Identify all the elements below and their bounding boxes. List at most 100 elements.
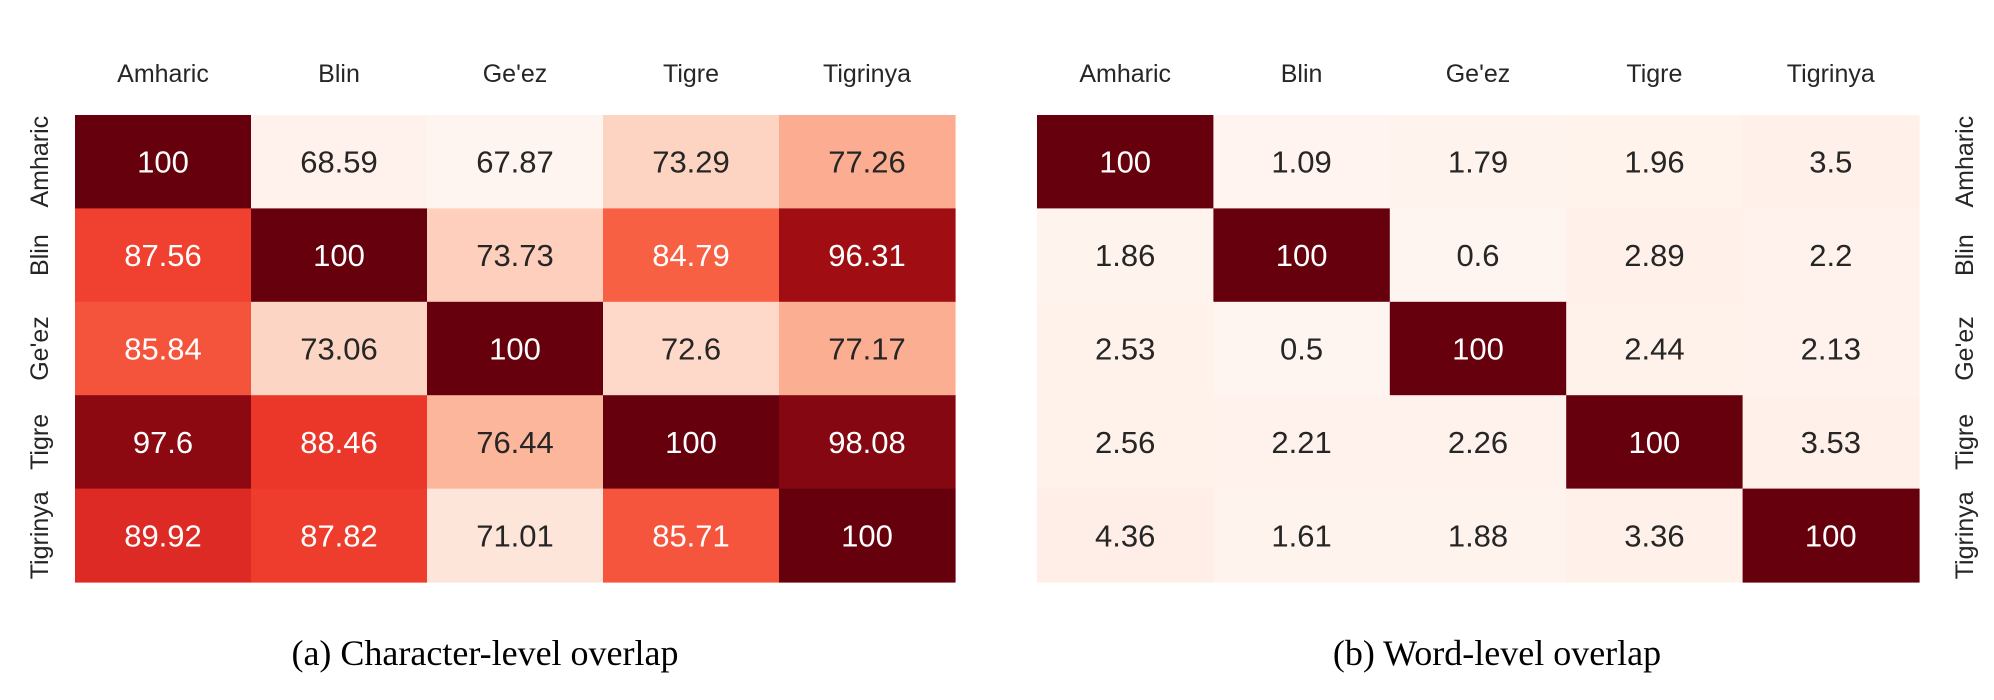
heatmap-cell-tigrinya-amharic bbox=[1037, 488, 1214, 583]
heatmap-cell-amharic-tigrinya bbox=[1742, 115, 1920, 209]
column-label-blin: Blin bbox=[1281, 60, 1323, 88]
cell-value-label: 87.56 bbox=[124, 238, 202, 273]
row-label-blin: Blin bbox=[1951, 234, 1979, 276]
heatmap-cell-tigre-tigre bbox=[1566, 395, 1744, 490]
heatmap-cell-tigre-amharic bbox=[75, 395, 252, 490]
cell-value-label: 73.73 bbox=[476, 238, 554, 273]
row-label-tigre: Tigre bbox=[1951, 414, 1979, 470]
heatmap-cell-tigrinya-tigre bbox=[1566, 488, 1744, 583]
heatmap-cell-amharic-blin bbox=[1213, 115, 1391, 209]
cell-value-label: 1.96 bbox=[1624, 145, 1684, 180]
heatmap-cell-tigrinya-tigre bbox=[603, 488, 780, 583]
heatmap-cell-amharic-tigre bbox=[603, 115, 780, 209]
heatmap-cell-amharic-amharic bbox=[1037, 115, 1214, 209]
cell-value-label: 97.6 bbox=[133, 425, 193, 460]
cell-value-label: 0.6 bbox=[1456, 238, 1499, 273]
heatmap-cell-tigrinya-tigrinya bbox=[779, 488, 956, 583]
cell-value-label: 2.21 bbox=[1271, 425, 1331, 460]
heatmap-cell-tigrinya-amharic bbox=[75, 488, 252, 583]
heatmap-cell-amharic-blin bbox=[251, 115, 428, 209]
heatmap-cell-ge-ez-tigrinya bbox=[1742, 301, 1920, 396]
row-label-tigrinya: Tigrinya bbox=[1951, 491, 1979, 579]
cell-value-label: 85.71 bbox=[652, 518, 730, 553]
row-label-ge-ez: Ge'ez bbox=[26, 316, 54, 381]
cell-value-label: 87.82 bbox=[300, 518, 378, 553]
heatmap-cell-ge-ez-tigrinya bbox=[779, 301, 956, 396]
heatmap-cell-tigre-blin bbox=[251, 395, 428, 490]
heatmap-cell-blin-tigrinya bbox=[779, 208, 956, 303]
heatmap-cell-ge-ez-ge-ez bbox=[1389, 301, 1567, 396]
row-label-ge-ez: Ge'ez bbox=[1951, 316, 1979, 381]
cell-value-label: 1.88 bbox=[1448, 518, 1508, 553]
row-label-amharic: Amharic bbox=[1951, 116, 1979, 208]
column-label-tigre: Tigre bbox=[1626, 60, 1682, 88]
heatmap-cell-tigrinya-blin bbox=[251, 488, 428, 583]
heatmap-cell-ge-ez-blin bbox=[1213, 301, 1391, 396]
cell-value-label: 71.01 bbox=[476, 518, 554, 553]
heatmap-cell-tigre-amharic bbox=[1037, 395, 1214, 490]
cell-value-label: 100 bbox=[841, 518, 893, 553]
row-label-amharic: Amharic bbox=[26, 116, 54, 208]
heatmap-cell-tigre-ge-ez bbox=[427, 395, 604, 490]
cell-value-label: 100 bbox=[313, 238, 365, 273]
heatmap-cell-tigrinya-ge-ez bbox=[427, 488, 604, 583]
cell-value-label: 2.26 bbox=[1448, 425, 1508, 460]
cell-value-label: 100 bbox=[665, 425, 717, 460]
cell-value-label: 1.61 bbox=[1271, 518, 1331, 553]
cell-value-label: 100 bbox=[1805, 518, 1857, 553]
cell-value-label: 67.87 bbox=[476, 145, 554, 180]
cell-value-label: 0.5 bbox=[1280, 332, 1323, 367]
cell-value-label: 84.79 bbox=[652, 238, 730, 273]
heatmap-cell-blin-tigre bbox=[1566, 208, 1744, 303]
heatmap-cell-tigre-tigrinya bbox=[1742, 395, 1920, 490]
heatmap-cell-tigrinya-tigrinya bbox=[1742, 488, 1920, 583]
heatmap-cell-blin-amharic bbox=[1037, 208, 1214, 303]
heatmap-cell-ge-ez-amharic bbox=[75, 301, 252, 396]
cell-value-label: 4.36 bbox=[1095, 518, 1155, 553]
row-label-tigrinya: Tigrinya bbox=[26, 491, 54, 579]
cell-value-label: 1.79 bbox=[1448, 145, 1508, 180]
cell-value-label: 2.44 bbox=[1624, 332, 1684, 367]
heatmap-cell-amharic-ge-ez bbox=[427, 115, 604, 209]
cell-value-label: 100 bbox=[489, 332, 541, 367]
column-label-blin: Blin bbox=[318, 60, 360, 88]
heatmap-cell-amharic-amharic bbox=[75, 115, 252, 209]
heatmap-cell-blin-ge-ez bbox=[427, 208, 604, 303]
cell-value-label: 3.36 bbox=[1624, 518, 1684, 553]
cell-value-label: 1.09 bbox=[1271, 145, 1331, 180]
column-label-amharic: Amharic bbox=[1079, 60, 1171, 88]
heatmap-cell-tigrinya-ge-ez bbox=[1389, 488, 1567, 583]
heatmap-cell-tigre-tigrinya bbox=[779, 395, 956, 490]
cell-value-label: 73.06 bbox=[300, 332, 378, 367]
cell-value-label: 3.53 bbox=[1801, 425, 1861, 460]
caption-character-level: (a) Character-level overlap bbox=[291, 633, 678, 673]
cell-value-label: 96.31 bbox=[828, 238, 906, 273]
character-level-heatmap: 100 68.59 67.87 73.29 77.26 87.56 100 73.73 84.7… bbox=[26, 60, 956, 583]
heatmap-cell-ge-ez-tigre bbox=[1566, 301, 1744, 396]
cell-value-label: 100 bbox=[1099, 145, 1151, 180]
heatmap-cell-blin-blin bbox=[1213, 208, 1391, 303]
cell-value-label: 1.86 bbox=[1095, 238, 1155, 273]
word-level-heatmap: 100 1.09 1.79 1.96 3.5 1.86 100 0.6 2.89 2.2 2.53 0… bbox=[1037, 60, 1979, 583]
cell-value-label: 100 bbox=[137, 145, 189, 180]
cell-value-label: 88.46 bbox=[300, 425, 378, 460]
heatmap-cell-blin-amharic bbox=[75, 208, 252, 303]
column-label-tigrinya: Tigrinya bbox=[823, 60, 911, 88]
heatmap-cell-amharic-tigre bbox=[1566, 115, 1744, 209]
heatmap-cell-tigre-tigre bbox=[603, 395, 780, 490]
heatmap-cell-tigrinya-blin bbox=[1213, 488, 1391, 583]
heatmap-cell-amharic-tigrinya bbox=[779, 115, 956, 209]
heatmap-cell-ge-ez-tigre bbox=[603, 301, 780, 396]
cell-value-label: 89.92 bbox=[124, 518, 202, 553]
cell-value-label: 2.56 bbox=[1095, 425, 1155, 460]
cell-value-label: 85.84 bbox=[124, 332, 202, 367]
cell-value-label: 2.89 bbox=[1624, 238, 1684, 273]
cell-value-label: 100 bbox=[1629, 425, 1681, 460]
heatmap-cell-ge-ez-ge-ez bbox=[427, 301, 604, 396]
column-label-amharic: Amharic bbox=[117, 60, 209, 88]
heatmap-cell-blin-ge-ez bbox=[1389, 208, 1567, 303]
cell-value-label: 100 bbox=[1452, 332, 1504, 367]
row-label-tigre: Tigre bbox=[26, 414, 54, 470]
heatmap-cell-tigre-blin bbox=[1213, 395, 1391, 490]
